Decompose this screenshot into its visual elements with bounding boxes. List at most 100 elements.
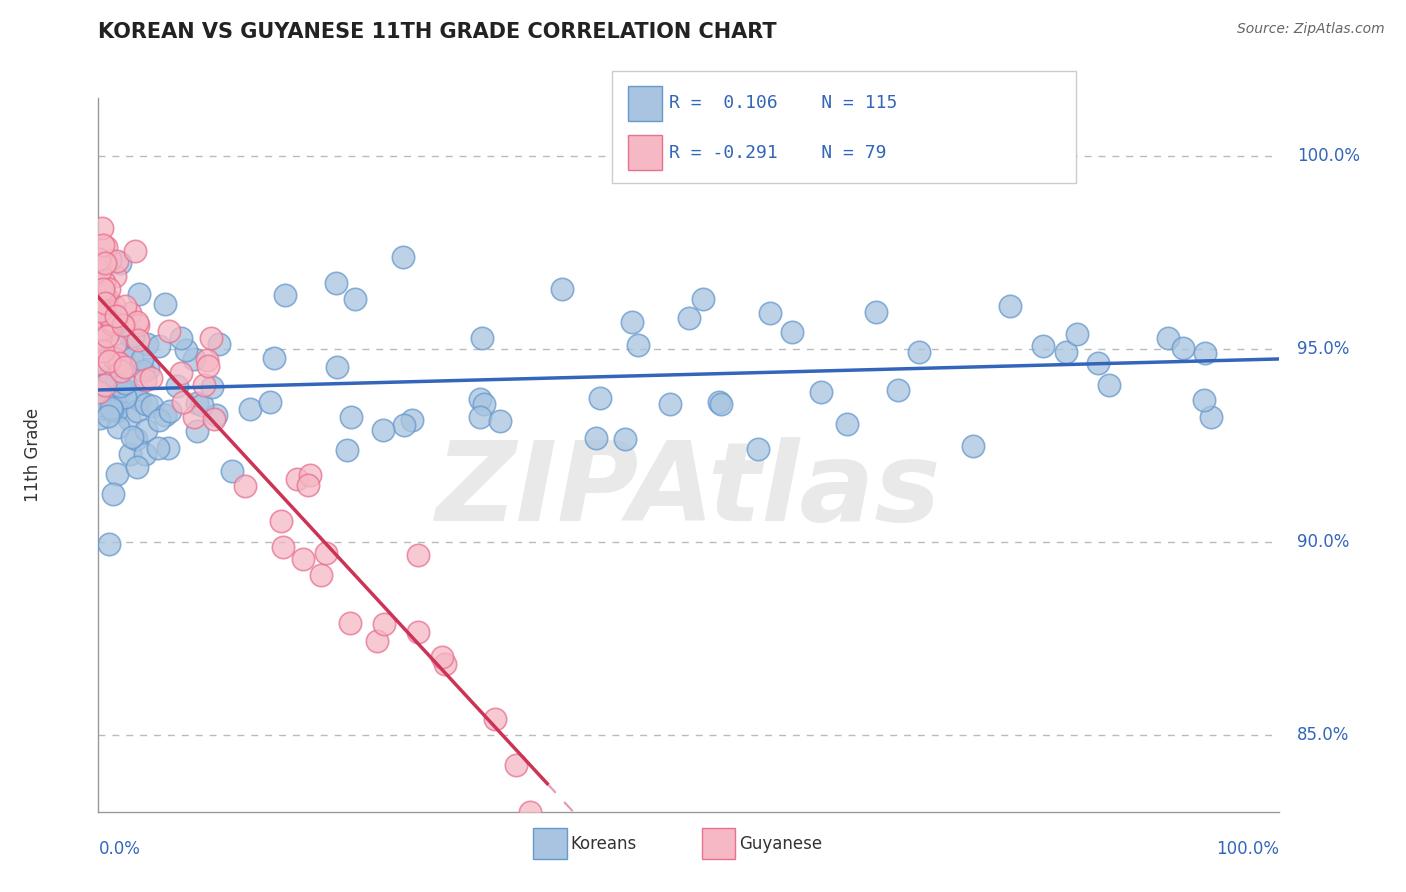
Point (1066, 326, 1088, 341)
Point (134, 373, 156, 387)
Point (585, 431, 607, 445)
Point (93, 378, 115, 392)
Point (202, 412, 225, 426)
Point (110, 364, 132, 378)
Point (627, 338, 650, 352)
Point (87, 385, 110, 400)
Point (336, 442, 359, 457)
Point (551, 282, 574, 296)
Point (96, 307, 118, 321)
Point (98, 368, 121, 383)
Text: 100.0%: 100.0% (1298, 147, 1360, 165)
Point (962, 439, 984, 453)
Point (100, 314, 122, 328)
Point (263, 351, 285, 366)
Point (1098, 378, 1121, 392)
Point (101, 317, 124, 331)
Point (172, 395, 194, 409)
Point (297, 477, 319, 491)
Point (114, 388, 136, 402)
Point (271, 540, 294, 554)
Point (107, 419, 129, 434)
Point (141, 399, 163, 413)
Point (1156, 330, 1178, 344)
Point (112, 318, 135, 332)
Point (658, 396, 681, 410)
Point (91, 323, 114, 337)
Point (89, 300, 111, 314)
Text: R = -0.291    N = 79: R = -0.291 N = 79 (669, 144, 887, 161)
Point (89, 340, 111, 354)
Point (886, 383, 908, 397)
Point (87, 299, 110, 313)
Point (197, 359, 219, 373)
Point (91, 238, 114, 252)
Point (1199, 409, 1222, 424)
Point (208, 336, 231, 351)
Point (146, 441, 169, 455)
Point (125, 404, 148, 418)
Point (1192, 392, 1215, 407)
Point (91, 282, 114, 296)
Point (89, 355, 111, 369)
Point (238, 402, 260, 417)
Point (98, 282, 121, 296)
Text: Source: ZipAtlas.com: Source: ZipAtlas.com (1237, 22, 1385, 37)
Point (157, 324, 180, 338)
Point (104, 309, 127, 323)
Point (125, 459, 148, 474)
Point (101, 486, 124, 500)
Point (470, 331, 492, 345)
Point (94, 240, 117, 254)
Point (221, 464, 243, 478)
Point (121, 329, 143, 343)
Point (193, 377, 215, 392)
Point (401, 413, 423, 427)
Text: Guyanese: Guyanese (740, 835, 823, 853)
Point (472, 397, 495, 411)
Point (170, 330, 193, 344)
Point (148, 413, 170, 427)
Point (166, 379, 188, 393)
Point (94, 256, 117, 270)
Point (104, 268, 127, 283)
Point (93, 275, 115, 289)
Point (93, 310, 115, 324)
Point (170, 366, 193, 380)
Point (104, 376, 127, 391)
Point (103, 299, 125, 313)
Point (505, 757, 527, 772)
Point (89, 263, 111, 277)
Point (131, 351, 153, 366)
Point (998, 299, 1021, 313)
Text: 90.0%: 90.0% (1298, 533, 1350, 550)
Point (1171, 341, 1194, 355)
Point (118, 328, 141, 343)
Point (153, 297, 176, 311)
Point (98, 353, 121, 368)
Point (326, 360, 349, 375)
Point (114, 359, 136, 374)
Point (343, 292, 366, 306)
Point (127, 333, 149, 347)
Point (98, 253, 121, 268)
Point (837, 417, 859, 431)
Point (406, 549, 429, 563)
Point (136, 362, 159, 376)
Point (121, 351, 143, 366)
Point (366, 634, 388, 648)
Point (371, 423, 394, 437)
Text: R =  0.106    N = 115: R = 0.106 N = 115 (669, 95, 897, 112)
Point (183, 352, 205, 367)
Point (89, 340, 111, 354)
Point (108, 355, 131, 369)
Point (484, 712, 506, 726)
Point (339, 616, 361, 631)
Point (373, 616, 395, 631)
Point (1054, 345, 1077, 359)
Point (108, 379, 131, 393)
Point (89, 398, 111, 412)
Point (299, 467, 322, 482)
Point (107, 253, 129, 268)
Point (94, 295, 117, 310)
